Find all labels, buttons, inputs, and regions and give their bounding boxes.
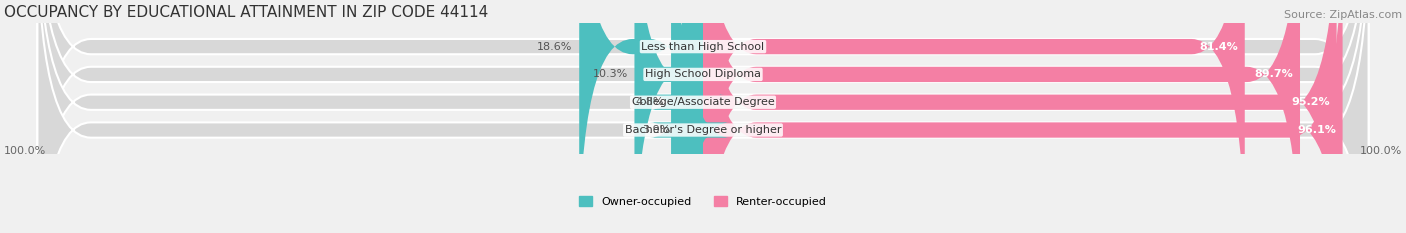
Text: 100.0%: 100.0% bbox=[1360, 146, 1402, 156]
FancyBboxPatch shape bbox=[650, 0, 724, 233]
Text: College/Associate Degree: College/Associate Degree bbox=[631, 97, 775, 107]
FancyBboxPatch shape bbox=[579, 0, 703, 233]
FancyBboxPatch shape bbox=[650, 0, 730, 233]
Text: Bachelor's Degree or higher: Bachelor's Degree or higher bbox=[624, 125, 782, 135]
Text: 3.9%: 3.9% bbox=[643, 125, 671, 135]
Text: High School Diploma: High School Diploma bbox=[645, 69, 761, 79]
Text: Less than High School: Less than High School bbox=[641, 42, 765, 52]
Text: 100.0%: 100.0% bbox=[4, 146, 46, 156]
FancyBboxPatch shape bbox=[703, 0, 1337, 233]
Legend: Owner-occupied, Renter-occupied: Owner-occupied, Renter-occupied bbox=[579, 196, 827, 207]
Text: 4.8%: 4.8% bbox=[636, 97, 665, 107]
Text: Source: ZipAtlas.com: Source: ZipAtlas.com bbox=[1284, 10, 1402, 20]
FancyBboxPatch shape bbox=[38, 0, 1368, 233]
FancyBboxPatch shape bbox=[38, 0, 1368, 233]
FancyBboxPatch shape bbox=[703, 0, 1301, 233]
Text: 18.6%: 18.6% bbox=[537, 42, 572, 52]
Text: 10.3%: 10.3% bbox=[592, 69, 628, 79]
Text: 89.7%: 89.7% bbox=[1254, 69, 1294, 79]
FancyBboxPatch shape bbox=[38, 0, 1368, 233]
FancyBboxPatch shape bbox=[634, 0, 703, 233]
FancyBboxPatch shape bbox=[38, 0, 1368, 233]
Text: OCCUPANCY BY EDUCATIONAL ATTAINMENT IN ZIP CODE 44114: OCCUPANCY BY EDUCATIONAL ATTAINMENT IN Z… bbox=[4, 5, 488, 20]
Text: 96.1%: 96.1% bbox=[1298, 125, 1336, 135]
Text: 95.2%: 95.2% bbox=[1291, 97, 1330, 107]
Text: 81.4%: 81.4% bbox=[1199, 42, 1239, 52]
FancyBboxPatch shape bbox=[703, 0, 1244, 233]
FancyBboxPatch shape bbox=[703, 0, 1343, 233]
